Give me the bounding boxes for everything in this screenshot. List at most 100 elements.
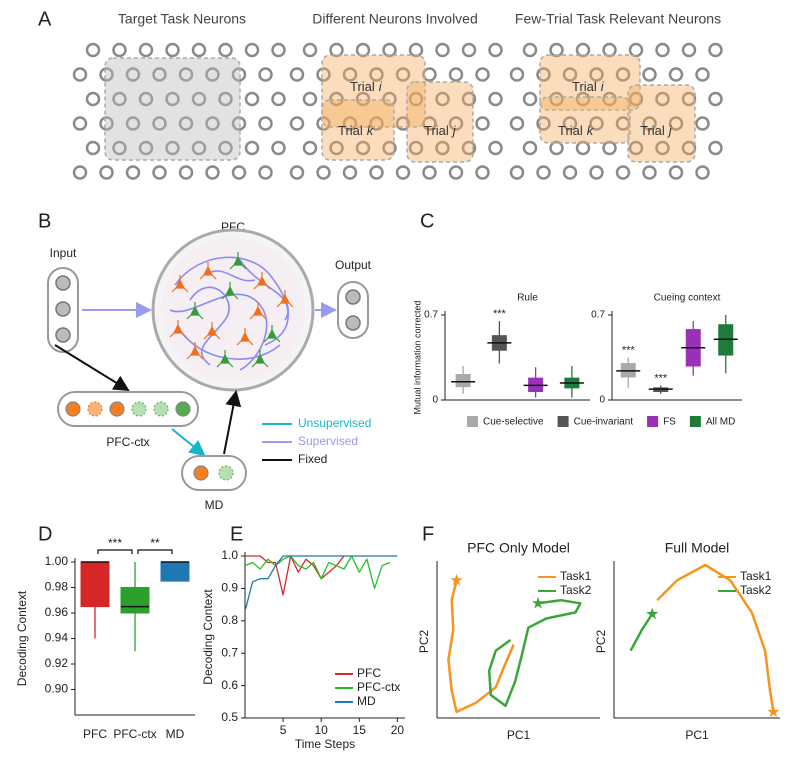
panel-letter: D <box>38 523 52 545</box>
neuron <box>408 91 424 107</box>
neuron <box>85 42 101 58</box>
neuron-region <box>539 96 631 144</box>
box <box>80 561 110 608</box>
legend-label: All MD <box>706 417 735 428</box>
legend-label: Supervised <box>298 434 358 448</box>
significance: *** <box>108 536 122 550</box>
legend-label: Task2 <box>740 583 772 597</box>
neuron-region <box>627 84 696 163</box>
arrow-fixed <box>54 344 130 392</box>
output-label: Output <box>335 258 372 272</box>
series-line <box>629 613 654 652</box>
box <box>455 374 471 388</box>
trial-index: i <box>379 79 383 94</box>
trial-label: Trial j <box>640 123 673 138</box>
charts: 0 0.7 Rule *** 0 0.7 Cueing context *** *** Mutua… <box>15 293 780 751</box>
legend-label: Task2 <box>560 583 592 597</box>
neuron <box>369 165 384 180</box>
legend-label: Task1 <box>740 569 772 583</box>
neuron <box>642 116 657 131</box>
y-axis-label: Mutual information corrected <box>412 300 422 414</box>
series-line <box>487 598 582 708</box>
neuron <box>152 165 167 180</box>
neuron <box>244 140 260 156</box>
neuron <box>668 116 684 131</box>
neuron <box>289 67 305 82</box>
neuron <box>112 91 127 107</box>
neuron <box>488 42 503 58</box>
neuron-glyph <box>229 252 247 270</box>
input-node <box>55 275 71 291</box>
trial-text: Trial <box>572 79 597 94</box>
x-tick-label: 20 <box>391 723 405 737</box>
neuron <box>435 140 450 156</box>
neuron <box>258 165 273 180</box>
legend-label: PFC <box>357 666 381 680</box>
neuron <box>435 42 450 58</box>
neuron <box>271 91 286 107</box>
neuron <box>628 140 644 156</box>
neuron <box>475 165 490 180</box>
output-node <box>345 315 361 331</box>
legend-swatch <box>467 416 478 427</box>
series-line <box>244 555 398 612</box>
neuron <box>355 91 371 107</box>
neuron-glyph <box>171 275 189 293</box>
series-line <box>447 580 515 714</box>
neuron-region <box>406 81 474 163</box>
neuron <box>522 91 538 107</box>
neuron <box>72 165 88 180</box>
pfc-ctx-node <box>87 401 103 417</box>
legend-label: FS <box>663 417 676 428</box>
panel-letter: E <box>230 523 243 545</box>
neuron <box>509 67 525 82</box>
box <box>160 561 190 582</box>
y-tick-label: 0.96 <box>45 605 69 619</box>
neuron <box>562 67 578 82</box>
neuron <box>488 140 503 156</box>
neuron <box>695 67 710 82</box>
neuron <box>165 42 180 58</box>
neuron <box>549 91 564 107</box>
neuron <box>509 165 525 180</box>
neuron <box>165 140 180 156</box>
neuron <box>422 116 437 131</box>
grid-title: Few-Trial Task Relevant Neurons <box>515 11 721 27</box>
neuron <box>395 116 411 131</box>
neuron-glyph <box>186 342 204 360</box>
neuron <box>695 116 710 131</box>
start-marker <box>646 607 659 620</box>
neuron <box>562 116 578 131</box>
neuron <box>448 165 464 180</box>
neuron <box>589 165 604 180</box>
grid-title: Different Neurons Involved <box>312 11 478 27</box>
trial-index: j <box>451 123 457 138</box>
neuron <box>138 140 154 156</box>
pfc-ctx-node <box>153 401 169 417</box>
neuron <box>536 67 551 82</box>
neuron <box>461 140 477 156</box>
neuron <box>342 165 358 180</box>
trial-text: Trial <box>338 123 363 138</box>
neuron <box>72 116 88 131</box>
neuron <box>99 165 114 180</box>
panel-letter: C <box>420 210 434 232</box>
neuron <box>422 67 437 82</box>
y-tick-label: 1.00 <box>45 554 69 568</box>
neuron <box>628 42 644 58</box>
output-node <box>345 289 361 305</box>
panel-letter: F <box>422 523 434 545</box>
neuron <box>112 140 127 156</box>
neuron <box>191 42 207 58</box>
neuron-glyph <box>203 322 221 340</box>
neuron <box>316 116 331 131</box>
neuron <box>99 67 114 82</box>
neuron <box>509 116 525 131</box>
neuron-glyph <box>263 325 281 343</box>
neuron <box>302 91 318 107</box>
neuron <box>642 67 657 82</box>
neuron <box>178 165 194 180</box>
y-tick-label: 0.8 <box>221 613 238 627</box>
neuron-grids <box>72 42 723 180</box>
